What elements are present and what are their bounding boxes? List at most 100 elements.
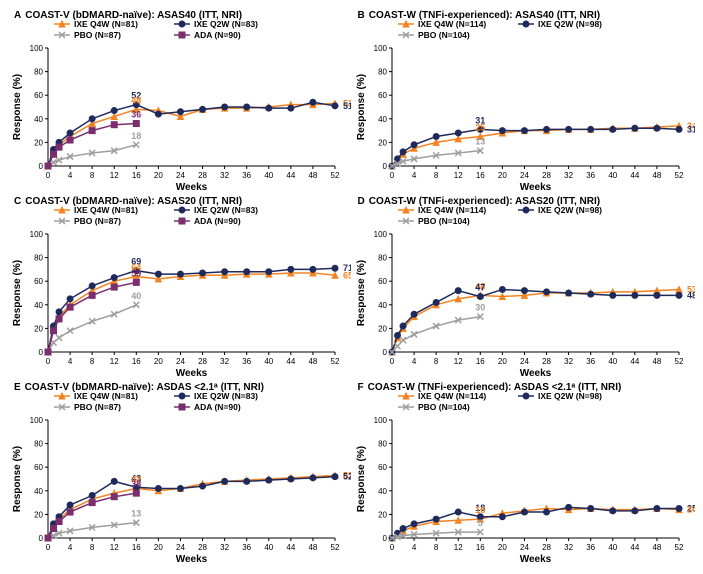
svg-text:30: 30 — [475, 303, 485, 313]
svg-text:24: 24 — [520, 171, 529, 180]
svg-text:ADA (N=90): ADA (N=90) — [194, 216, 241, 226]
svg-text:20: 20 — [378, 138, 387, 147]
svg-text:20: 20 — [497, 171, 506, 180]
svg-text:Weeks: Weeks — [519, 554, 551, 565]
svg-text:ADA (N=90): ADA (N=90) — [194, 30, 241, 40]
svg-text:0: 0 — [389, 357, 394, 366]
svg-text:12: 12 — [453, 357, 462, 366]
svg-text:0: 0 — [39, 534, 44, 543]
svg-text:16: 16 — [475, 543, 484, 552]
svg-text:0: 0 — [382, 162, 387, 171]
svg-text:38: 38 — [131, 479, 141, 489]
svg-text:Response (%): Response (%) — [356, 260, 367, 326]
svg-text:32: 32 — [564, 357, 573, 366]
svg-text:52: 52 — [331, 543, 340, 552]
svg-text:100: 100 — [30, 416, 44, 425]
svg-text:8: 8 — [90, 357, 95, 366]
svg-text:100: 100 — [373, 416, 387, 425]
svg-text:52: 52 — [331, 357, 340, 366]
svg-text:52: 52 — [331, 171, 340, 180]
svg-text:4: 4 — [411, 171, 416, 180]
svg-text:65: 65 — [343, 270, 351, 280]
svg-text:PBO (N=104): PBO (N=104) — [418, 216, 470, 226]
panel-f: FCOAST-W (TNFi-experienced): ASDAS <2.1ᵃ… — [352, 380, 696, 566]
svg-text:PBO (N=87): PBO (N=87) — [74, 30, 121, 40]
svg-text:12: 12 — [453, 171, 462, 180]
panel-title: CCOAST-V (bDMARD-naïve): ASAS20 (ITT, NR… — [14, 196, 242, 207]
svg-text:24: 24 — [176, 543, 185, 552]
svg-text:44: 44 — [630, 171, 639, 180]
svg-text:0: 0 — [389, 543, 394, 552]
svg-text:44: 44 — [630, 543, 639, 552]
svg-text:48: 48 — [308, 171, 317, 180]
svg-text:40: 40 — [264, 171, 273, 180]
svg-text:28: 28 — [542, 171, 551, 180]
panel-title-text: COAST-V (bDMARD-naïve): ASAS20 (ITT, NRI… — [25, 196, 242, 207]
svg-text:48: 48 — [652, 357, 661, 366]
svg-text:100: 100 — [373, 230, 387, 239]
svg-text:28: 28 — [198, 171, 207, 180]
panel-letter: E — [14, 382, 21, 393]
panel-title: ECOAST-V (bDMARD-naïve): ASDAS <2.1ᵃ (IT… — [14, 382, 264, 393]
chart-grid: ACOAST-V (bDMARD-naïve): ASAS40 (ITT, NR… — [8, 8, 695, 566]
svg-text:Response (%): Response (%) — [356, 74, 367, 140]
panel-letter: D — [358, 196, 365, 207]
svg-text:80: 80 — [34, 440, 43, 449]
svg-text:40: 40 — [34, 115, 43, 124]
svg-text:PBO (N=87): PBO (N=87) — [74, 402, 121, 412]
svg-text:PBO (N=104): PBO (N=104) — [418, 402, 470, 412]
panel-letter: B — [358, 10, 365, 21]
panel-a: ACOAST-V (bDMARD-naïve): ASAS40 (ITT, NR… — [8, 8, 352, 194]
svg-text:40: 40 — [608, 171, 617, 180]
svg-text:20: 20 — [34, 510, 43, 519]
panel-title: DCOAST-W (TNFi-experienced): ASAS20 (ITT… — [358, 196, 601, 207]
svg-text:40: 40 — [34, 487, 43, 496]
svg-text:52: 52 — [674, 171, 683, 180]
panel-d: DCOAST-W (TNFi-experienced): ASAS20 (ITT… — [352, 194, 696, 380]
svg-text:48: 48 — [308, 357, 317, 366]
svg-text:40: 40 — [608, 543, 617, 552]
svg-text:Response (%): Response (%) — [12, 74, 23, 140]
svg-text:16: 16 — [132, 543, 141, 552]
svg-text:28: 28 — [198, 357, 207, 366]
svg-text:52: 52 — [343, 472, 351, 482]
panel-b: BCOAST-W (TNFi-experienced): ASAS40 (ITT… — [352, 8, 696, 194]
svg-text:16: 16 — [475, 505, 485, 515]
panel-letter: A — [14, 10, 21, 21]
svg-text:0: 0 — [382, 534, 387, 543]
svg-text:60: 60 — [34, 277, 43, 286]
svg-text:0: 0 — [46, 543, 51, 552]
svg-text:40: 40 — [378, 301, 387, 310]
svg-text:5: 5 — [477, 518, 482, 528]
svg-text:36: 36 — [242, 357, 251, 366]
svg-text:60: 60 — [378, 91, 387, 100]
svg-text:32: 32 — [220, 543, 229, 552]
svg-text:Weeks: Weeks — [176, 554, 208, 565]
svg-text:28: 28 — [542, 357, 551, 366]
svg-text:Weeks: Weeks — [176, 182, 208, 193]
svg-text:12: 12 — [110, 357, 119, 366]
panel-c: CCOAST-V (bDMARD-naïve): ASAS20 (ITT, NR… — [8, 194, 352, 380]
svg-text:52: 52 — [674, 357, 683, 366]
svg-text:36: 36 — [242, 543, 251, 552]
svg-text:36: 36 — [242, 171, 251, 180]
svg-text:8: 8 — [90, 543, 95, 552]
svg-text:PBO (N=104): PBO (N=104) — [418, 30, 470, 40]
svg-text:12: 12 — [110, 543, 119, 552]
svg-text:24: 24 — [520, 357, 529, 366]
svg-text:4: 4 — [68, 357, 73, 366]
svg-text:52: 52 — [674, 543, 683, 552]
svg-text:36: 36 — [586, 171, 595, 180]
svg-text:20: 20 — [154, 357, 163, 366]
svg-text:32: 32 — [220, 171, 229, 180]
svg-text:44: 44 — [286, 171, 295, 180]
svg-text:80: 80 — [378, 254, 387, 263]
svg-text:48: 48 — [652, 543, 661, 552]
svg-text:80: 80 — [34, 254, 43, 263]
svg-text:Weeks: Weeks — [519, 182, 551, 193]
svg-text:13: 13 — [475, 137, 485, 147]
svg-text:20: 20 — [378, 510, 387, 519]
svg-text:48: 48 — [131, 95, 141, 105]
svg-text:80: 80 — [34, 68, 43, 77]
svg-text:Response (%): Response (%) — [12, 446, 23, 512]
